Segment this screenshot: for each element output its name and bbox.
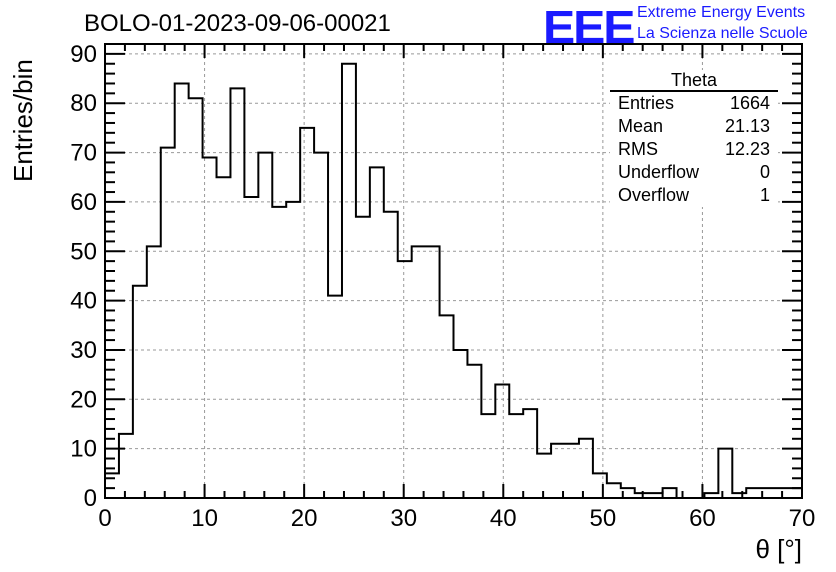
y-tick-label: 70	[70, 140, 97, 167]
chart-title: BOLO-01-2023-09-06-00021	[84, 10, 391, 37]
y-axis-label: Entries/bin	[8, 59, 38, 182]
y-tick-label: 10	[70, 436, 97, 463]
eee-logo: EEE	[543, 1, 635, 53]
histogram-step-line	[105, 62, 802, 499]
stats-label: Underflow	[618, 162, 700, 182]
grid-lines	[105, 44, 802, 498]
stats-value: 1	[759, 185, 770, 205]
x-tick-label: 40	[490, 505, 517, 532]
y-tick-label: 0	[84, 485, 97, 512]
stats-label: Mean	[618, 116, 664, 136]
stats-value: 1664	[729, 93, 770, 113]
x-tick-label: 30	[390, 505, 417, 532]
x-tick-label: 60	[689, 505, 716, 532]
y-tick-label: 50	[70, 238, 97, 265]
stats-label: RMS	[618, 139, 658, 159]
stats-row-rms: RMS 12.23	[610, 138, 778, 161]
stats-row-mean: Mean 21.13	[610, 115, 778, 138]
x-axis-label: θ [°]	[755, 534, 802, 564]
stats-label: Overflow	[618, 185, 690, 205]
x-tick-label: 20	[291, 505, 318, 532]
y-tick-label: 80	[70, 90, 97, 117]
y-tick-label: 20	[70, 386, 97, 413]
x-tick-label: 50	[590, 505, 617, 532]
x-tick-label: 10	[191, 505, 218, 532]
x-tick-labels: 0 10 20 30 40 50 60 70	[98, 505, 815, 532]
y-tick-label: 40	[70, 288, 97, 315]
stats-label: Entries	[618, 93, 675, 113]
axis-ticks	[104, 44, 803, 499]
y-tick-label: 30	[70, 337, 97, 364]
stats-row-entries: Entries 1664	[610, 92, 778, 115]
logo-line-1: Extreme Energy Events	[637, 4, 806, 21]
x-tick-label: 70	[789, 505, 816, 532]
stats-value: 12.23	[724, 139, 770, 159]
stats-value: 21.13	[724, 116, 770, 136]
y-tick-label: 90	[70, 41, 97, 68]
stats-row-underflow: Underflow 0	[610, 161, 778, 184]
stats-title: Theta	[610, 70, 778, 92]
stats-value: 0	[759, 162, 770, 182]
x-tick-label: 0	[98, 505, 111, 532]
y-tick-label: 60	[70, 189, 97, 216]
logo-line-2: La Scienza nelle Scuole	[637, 25, 808, 42]
y-tick-labels: 0 10 20 30 40 50 60 70 80 90	[70, 41, 97, 512]
stats-box: Theta Entries 1664 Mean 21.13 RMS 12.23 …	[610, 70, 778, 207]
stats-row-overflow: Overflow 1	[610, 184, 778, 207]
